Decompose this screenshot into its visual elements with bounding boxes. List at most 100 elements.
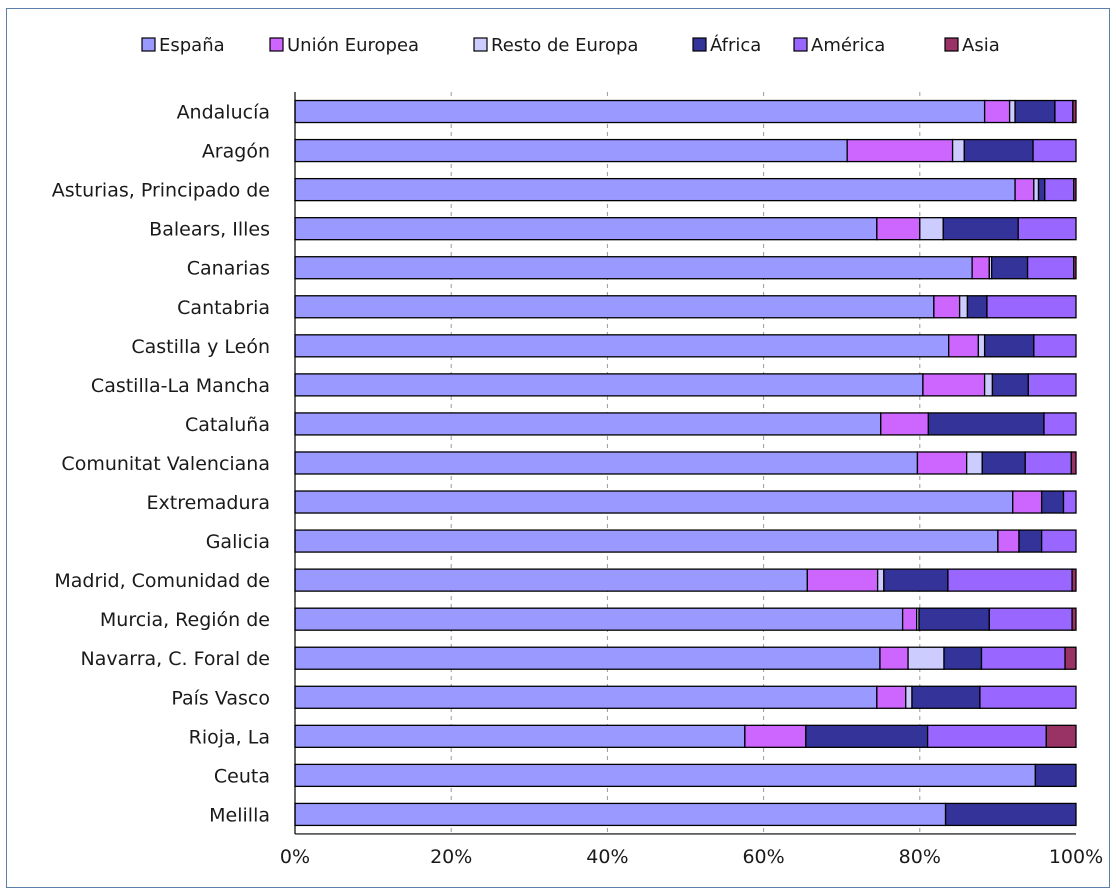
bar-segment bbox=[1072, 99, 1077, 124]
bar-segment bbox=[997, 529, 1020, 553]
bar-segment bbox=[805, 724, 929, 748]
bar-segment bbox=[1062, 490, 1077, 514]
bar-segment bbox=[880, 412, 930, 436]
bar-segment bbox=[927, 412, 1045, 436]
bar-segment bbox=[1064, 646, 1077, 670]
x-tick-labels: 0% 20% 40% 60% 80% 100% bbox=[280, 846, 1103, 868]
bar-segment bbox=[919, 217, 944, 241]
category-label: Andalucía bbox=[177, 102, 270, 124]
bar-segment bbox=[1014, 177, 1035, 202]
category-label: Rioja, La bbox=[189, 726, 270, 748]
category-label: País Vasco bbox=[171, 687, 270, 709]
bar-segment bbox=[876, 217, 921, 241]
category-label: Melilla bbox=[209, 804, 270, 826]
legend-label: Unión Europea bbox=[287, 35, 419, 56]
category-label: Balears, Illes bbox=[149, 219, 270, 241]
bar-segment bbox=[294, 99, 986, 124]
bar-segment bbox=[744, 724, 807, 748]
bar-segment bbox=[806, 568, 879, 592]
bar-segment bbox=[907, 646, 945, 670]
bar-segment bbox=[951, 138, 965, 163]
bar-segment bbox=[1032, 138, 1077, 163]
legend-swatch bbox=[473, 37, 488, 52]
bar-segment bbox=[963, 138, 1034, 163]
bar-segment bbox=[905, 685, 913, 709]
legend-swatch bbox=[944, 37, 959, 52]
legend-label: Asia bbox=[962, 35, 1000, 56]
bar-segment bbox=[1043, 412, 1077, 436]
bar-segment bbox=[294, 529, 999, 553]
bar-segment bbox=[1017, 217, 1077, 241]
bar-segment bbox=[933, 295, 961, 319]
x-tick-label: 0% bbox=[280, 846, 310, 868]
category-labels: Andalucía Aragón Asturias, Principado de Ba… bbox=[52, 102, 270, 827]
bar-segment bbox=[983, 373, 994, 397]
x-tick-label: 80% bbox=[899, 846, 941, 868]
bar-segment bbox=[1037, 177, 1046, 202]
bar-segment bbox=[1026, 256, 1075, 280]
bar-segment bbox=[1033, 334, 1077, 358]
bar-segment bbox=[876, 568, 885, 592]
bar-segment bbox=[294, 646, 881, 670]
bar-segment bbox=[926, 724, 1047, 748]
category-label: Cataluña bbox=[185, 414, 270, 436]
category-label: Canarias bbox=[187, 258, 270, 280]
legend-label: América bbox=[811, 35, 885, 56]
category-label: Extremadura bbox=[147, 492, 271, 514]
axes bbox=[294, 92, 1076, 835]
bar-segment bbox=[922, 373, 986, 397]
legend-swatch bbox=[269, 37, 284, 52]
bar-segment bbox=[991, 256, 1029, 280]
category-label: Ceuta bbox=[214, 765, 270, 787]
bar-segment bbox=[916, 451, 968, 475]
bar-segment bbox=[1073, 256, 1077, 280]
bar-segment bbox=[991, 373, 1030, 397]
category-label: Murcia, Región de bbox=[100, 609, 270, 631]
bar-segment bbox=[1027, 373, 1077, 397]
bar-segment bbox=[294, 177, 1016, 202]
bar-segment bbox=[294, 724, 746, 748]
bar-segment bbox=[983, 334, 1035, 358]
bar-segment bbox=[971, 256, 990, 280]
category-label: Navarra, C. Foral de bbox=[81, 648, 271, 670]
category-label: Galicia bbox=[206, 531, 270, 553]
bar-segment bbox=[294, 334, 950, 358]
bar-segment bbox=[977, 334, 986, 358]
bar-segment bbox=[1033, 177, 1040, 202]
bar-segment bbox=[294, 451, 919, 475]
bar-segment bbox=[1008, 99, 1016, 124]
bar-segment bbox=[948, 334, 980, 358]
bar-segment bbox=[942, 217, 1019, 241]
bar-segment bbox=[883, 568, 949, 592]
x-tick-label: 20% bbox=[430, 846, 472, 868]
bars bbox=[294, 99, 1077, 827]
bar-segment bbox=[1070, 451, 1077, 475]
bar-segment bbox=[294, 256, 973, 280]
bar-segment bbox=[1040, 490, 1065, 514]
legend-label: África bbox=[710, 34, 761, 56]
bar-segment bbox=[901, 607, 918, 631]
bar-segment bbox=[1044, 177, 1075, 202]
category-label: Asturias, Principado de bbox=[52, 180, 270, 202]
bar-segment bbox=[943, 646, 983, 670]
bar-segment bbox=[1040, 529, 1077, 553]
bar-segment bbox=[846, 138, 954, 163]
bar-segment bbox=[979, 685, 1077, 709]
legend-label: España bbox=[159, 35, 225, 56]
category-label: Madrid, Comunidad de bbox=[54, 570, 270, 592]
bar-segment bbox=[1073, 177, 1077, 202]
bar-segment bbox=[981, 451, 1026, 475]
bar-segment bbox=[1071, 607, 1077, 631]
bar-segment bbox=[1045, 724, 1077, 748]
bar-segment bbox=[1018, 529, 1043, 553]
bar-segment bbox=[294, 802, 947, 827]
bar-segment bbox=[1071, 568, 1077, 592]
bar-segment bbox=[294, 568, 808, 592]
legend-swatch bbox=[692, 37, 707, 52]
x-tick-label: 40% bbox=[586, 846, 628, 868]
category-label: Comunitat Valenciana bbox=[61, 453, 270, 475]
category-label: Castilla-La Mancha bbox=[91, 375, 270, 397]
bar-segment bbox=[1024, 451, 1072, 475]
bar-segment bbox=[918, 607, 990, 631]
x-tick-label: 100% bbox=[1049, 846, 1103, 868]
